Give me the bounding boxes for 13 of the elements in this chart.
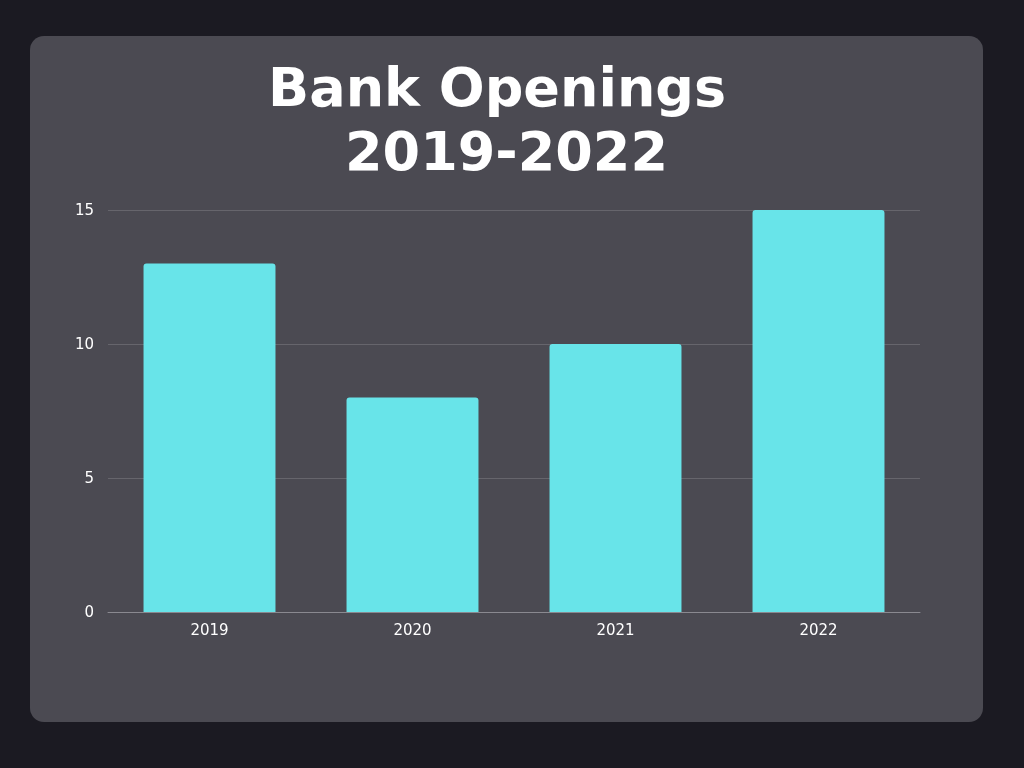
y-tick-label: 5 [84,469,94,487]
y-tick-label: 0 [84,603,94,621]
y-tick-label: 15 [74,201,94,219]
x-tick-label: 2022 [799,620,838,639]
bar [549,344,682,612]
bar [752,210,885,612]
bar [143,263,276,612]
chart-title: Bank Openings 2019-2022 [268,55,745,183]
x-tick-label: 2021 [596,620,635,639]
y-tick-label: 10 [74,335,94,353]
x-tick-label: 2019 [190,620,229,639]
x-tick-label: 2020 [393,620,432,639]
bar [346,397,479,612]
